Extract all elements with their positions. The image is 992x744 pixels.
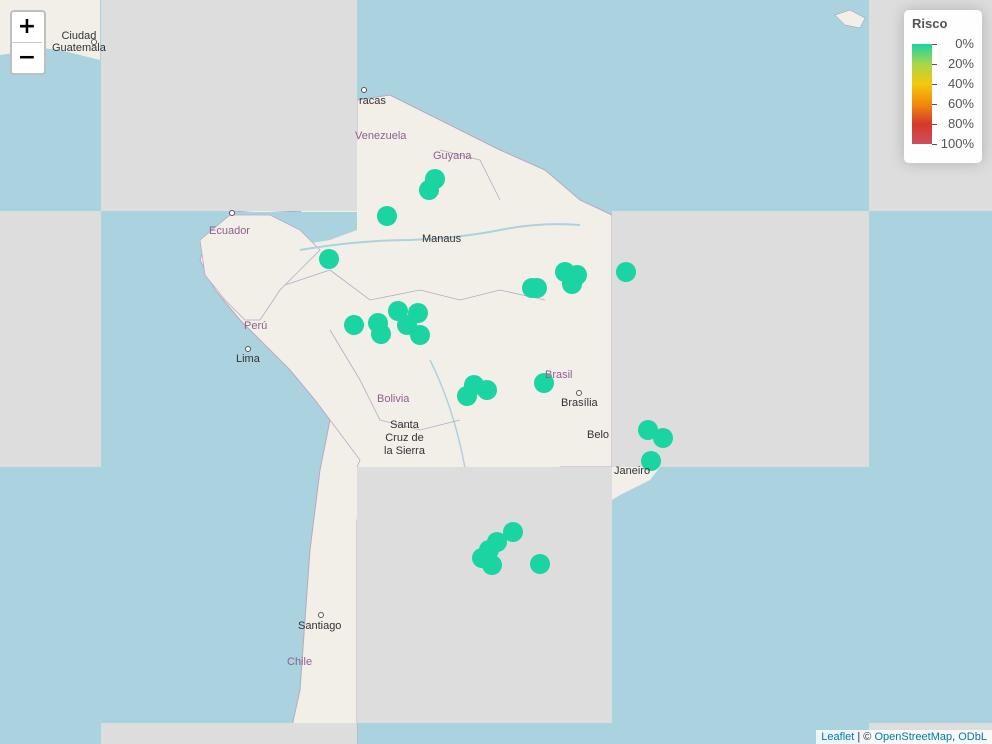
missing-tile <box>869 211 992 467</box>
risk-marker <box>562 274 582 294</box>
borders <box>284 149 546 468</box>
legend-label: 60% <box>947 96 974 111</box>
risk-marker <box>371 324 391 344</box>
zoom-out-button[interactable]: − <box>12 43 42 73</box>
risk-marker <box>530 554 550 574</box>
risk-marker <box>653 428 673 448</box>
legend-label: 40% <box>947 76 974 91</box>
risk-marker <box>527 278 547 298</box>
legend-tick <box>932 64 937 65</box>
amazon-river <box>299 223 581 251</box>
risk-marker <box>377 206 397 226</box>
label-belo: Belo <box>587 429 610 441</box>
label-guyana: Guyana <box>433 150 472 162</box>
missing-tile <box>357 467 612 723</box>
legend-tick <box>932 44 937 45</box>
label-chile: Chile <box>287 656 313 668</box>
osm-link[interactable]: OpenStreetMap <box>874 731 953 743</box>
risk-marker <box>477 380 497 400</box>
label-bolivia: Bolivia <box>377 393 410 405</box>
risk-marker <box>482 555 502 575</box>
risk-marker <box>638 420 658 440</box>
label-lima: Lima <box>236 353 260 365</box>
legend-tick <box>932 124 937 125</box>
legend-label: 100% <box>940 136 974 151</box>
risk-marker <box>457 386 477 406</box>
risk-marker <box>641 451 661 471</box>
zoom-control: + − <box>10 10 46 75</box>
risk-marker <box>534 373 554 393</box>
city-dot <box>245 346 251 352</box>
label-janeiro: Janeiro <box>614 465 651 477</box>
label-brasilia: Brasília <box>561 397 598 409</box>
city-dot <box>318 612 324 618</box>
label-peru: Perú <box>244 320 268 332</box>
risk-markers <box>319 169 673 575</box>
caribbean-island <box>834 9 866 29</box>
legend-tick <box>932 104 937 105</box>
risk-marker <box>503 522 523 542</box>
zoom-in-button[interactable]: + <box>12 12 42 43</box>
label-santiago: Santiago <box>298 620 342 632</box>
missing-tile <box>101 723 357 744</box>
ecuador-coast <box>199 214 321 321</box>
label-brasil: Brasil <box>545 369 573 381</box>
city-dot <box>361 87 367 93</box>
attribution-sep: | © <box>854 731 875 743</box>
legend-tick <box>932 144 937 145</box>
city-dot <box>91 39 97 45</box>
risk-marker <box>419 180 439 200</box>
label-ciudad-guatemala: Ciudad Guatemala <box>52 30 106 54</box>
risk-marker <box>319 249 339 269</box>
risk-marker <box>344 315 364 335</box>
missing-tile <box>0 211 101 467</box>
risk-marker <box>616 262 636 282</box>
leaflet-link[interactable]: Leaflet <box>821 731 855 743</box>
legend-label: 0% <box>955 36 974 51</box>
east-coast-land <box>612 467 660 500</box>
label-caracas: racas <box>359 95 386 107</box>
legend-color-bar <box>912 44 932 144</box>
legend-title: Risco <box>912 16 948 31</box>
risk-marker <box>410 325 430 345</box>
legend-label: 20% <box>947 56 974 71</box>
label-santa-cruz: Santa Cruz de la Sierra <box>384 419 425 457</box>
odbl-link[interactable]: ODbL <box>958 731 987 743</box>
attribution: Leaflet | © OpenStreetMap, ODbL <box>816 730 992 744</box>
legend-label: 80% <box>947 116 974 131</box>
city-dot <box>576 390 582 396</box>
city-dot <box>229 210 235 216</box>
legend: Risco 0% 20% 40% 60% 80% 100% <box>904 10 982 163</box>
label-ecuador: Ecuador <box>209 225 250 237</box>
attribution-comma: , <box>952 731 959 743</box>
missing-tile <box>101 0 357 211</box>
label-venezuela: Venezuela <box>355 130 407 142</box>
legend-tick <box>932 84 937 85</box>
label-manaus: Manaus <box>422 233 462 245</box>
